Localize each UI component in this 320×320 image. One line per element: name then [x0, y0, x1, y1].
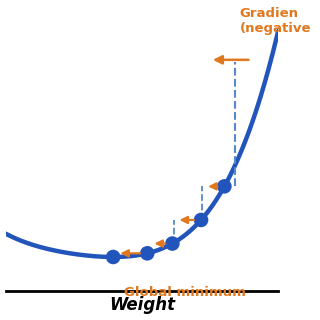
Point	[170, 241, 175, 246]
Text: Global minimum: Global minimum	[124, 286, 246, 300]
Point	[111, 254, 116, 260]
Point	[198, 217, 204, 222]
Text: Gradien
(negative: Gradien (negative	[239, 7, 311, 35]
X-axis label: Weight: Weight	[109, 296, 175, 315]
Point	[145, 251, 150, 256]
Point	[222, 184, 227, 189]
